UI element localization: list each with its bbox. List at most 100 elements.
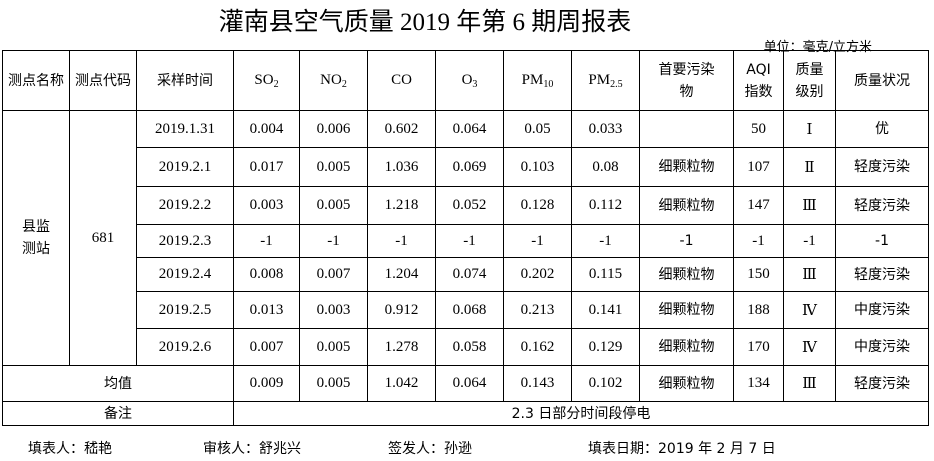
cell-aqi: 107 [733, 147, 784, 187]
cell-aqi: -1 [733, 224, 784, 258]
cell-level: Ⅰ [783, 110, 836, 148]
header-pm10: PM10 [503, 50, 572, 111]
cell-so2: 0.013 [233, 291, 300, 329]
cell-o3: 0.052 [435, 186, 504, 225]
cell-status: 轻度污染 [835, 147, 929, 187]
cell-no2: -1 [299, 224, 368, 258]
cell-pm10: 0.05 [503, 110, 572, 148]
remark-label: 备注 [2, 401, 234, 426]
sample-time: 2019.1.31 [136, 110, 234, 148]
cell-status: 轻度污染 [835, 257, 929, 292]
cell-co: 1.036 [367, 147, 436, 187]
cell-aqi: 170 [733, 328, 784, 366]
cell-o3: 0.058 [435, 328, 504, 366]
cell-no2: 0.006 [299, 110, 368, 148]
cell-primary: 细颗粒物 [639, 328, 734, 366]
cell-status: 中度污染 [835, 328, 929, 366]
table-row: 2019.2.4 0.008 0.007 1.204 0.074 0.202 0.115 细颗… [3, 257, 929, 292]
cell-so2: -1 [233, 224, 300, 258]
cell-no2: 0.005 [299, 186, 368, 225]
cell-co: 0.602 [367, 110, 436, 148]
remark-row: 备注 2.3 日部分时间段停电 [2, 401, 929, 426]
cell-no2: 0.005 [299, 328, 368, 366]
table-row: 县监测站 681 2019.1.31 0.004 0.006 0.602 0.064 0.05… [2, 110, 929, 366]
average-pm10: 0.143 [503, 365, 572, 402]
cell-pm10: -1 [503, 224, 572, 258]
cell-pm25: 0.141 [571, 291, 640, 329]
cell-pm25: -1 [571, 224, 640, 258]
header-row: 测点名称 测点代码 采样时间 SO2 NO2 CO O3 PM10 PM2.5 … [2, 50, 929, 111]
cell-level: Ⅲ [783, 186, 836, 225]
cell-aqi: 150 [733, 257, 784, 292]
remark-text: 2.3 日部分时间段停电 [233, 401, 929, 426]
header-so2: SO2 [233, 50, 300, 111]
cell-o3: 0.069 [435, 147, 504, 187]
cell-primary: -1 [639, 224, 734, 258]
cell-status: 轻度污染 [835, 186, 929, 225]
average-o3: 0.064 [435, 365, 504, 402]
cell-co: 1.218 [367, 186, 436, 225]
average-status: 轻度污染 [835, 365, 929, 402]
cell-co: 1.278 [367, 328, 436, 366]
cell-primary [639, 110, 734, 148]
header-aqi: AQI指数 [733, 50, 784, 111]
cell-o3: -1 [435, 224, 504, 258]
cell-level: Ⅳ [783, 328, 836, 366]
cell-so2: 0.003 [233, 186, 300, 225]
cell-level: Ⅱ [783, 147, 836, 187]
header-primary-pollutant: 首要污染物 [639, 50, 734, 111]
sample-time: 2019.2.6 [136, 328, 234, 366]
header-o3: O3 [435, 50, 504, 111]
cell-o3: 0.068 [435, 291, 504, 329]
filler: 填表人：嵇艳 [28, 441, 112, 457]
cell-o3: 0.064 [435, 110, 504, 148]
cell-so2: 0.004 [233, 110, 300, 148]
cell-aqi: 188 [733, 291, 784, 329]
sample-time: 2019.2.1 [136, 147, 234, 187]
average-so2: 0.009 [233, 365, 300, 402]
header-time: 采样时间 [136, 50, 234, 111]
cell-primary: 细颗粒物 [639, 291, 734, 329]
header-pm25: PM2.5 [571, 50, 640, 111]
table-row: 2019.2.1 0.017 0.005 1.036 0.069 0.103 0.08 细颗粒… [3, 147, 929, 187]
sample-time: 2019.2.5 [136, 291, 234, 329]
header-station-name: 测点名称 [2, 50, 70, 111]
average-row: 均值 0.009 0.005 1.042 0.064 0.143 0.102 细颗粒物 134 Ⅲ… [2, 365, 929, 402]
table-row: 2019.2.2 0.003 0.005 1.218 0.052 0.128 0.112 细颗… [3, 186, 929, 225]
station-code: 681 [69, 110, 137, 366]
average-level: Ⅲ [783, 365, 836, 402]
header-station-code: 测点代码 [69, 50, 137, 111]
cell-o3: 0.074 [435, 257, 504, 292]
cell-primary: 细颗粒物 [639, 147, 734, 187]
cell-co: 1.204 [367, 257, 436, 292]
cell-so2: 0.007 [233, 328, 300, 366]
sample-time: 2019.2.4 [136, 257, 234, 292]
cell-no2: 0.007 [299, 257, 368, 292]
cell-status: -1 [835, 224, 929, 258]
cell-pm10: 0.162 [503, 328, 572, 366]
average-aqi: 134 [733, 365, 784, 402]
header-co: CO [367, 50, 436, 111]
cell-pm25: 0.033 [571, 110, 640, 148]
cell-no2: 0.005 [299, 147, 368, 187]
cell-pm25: 0.115 [571, 257, 640, 292]
fill-date: 填表日期：2019 年 2 月 7 日 [588, 441, 776, 457]
cell-primary: 细颗粒物 [639, 186, 734, 225]
cell-aqi: 147 [733, 186, 784, 225]
cell-pm25: 0.112 [571, 186, 640, 225]
header-no2: NO2 [299, 50, 368, 111]
cell-pm10: 0.202 [503, 257, 572, 292]
cell-pm10: 0.213 [503, 291, 572, 329]
average-label: 均值 [2, 365, 234, 402]
cell-pm10: 0.103 [503, 147, 572, 187]
cell-level: -1 [783, 224, 836, 258]
header-status: 质量状况 [835, 50, 929, 111]
average-primary: 细颗粒物 [639, 365, 734, 402]
sample-time: 2019.2.2 [136, 186, 234, 225]
table-row: 2019.2.6 0.007 0.005 1.278 0.058 0.162 0.129 细颗… [3, 328, 929, 366]
cell-primary: 细颗粒物 [639, 257, 734, 292]
average-co: 1.042 [367, 365, 436, 402]
cell-level: Ⅲ [783, 257, 836, 292]
cell-co: 0.912 [367, 291, 436, 329]
air-quality-table: 测点名称 测点代码 采样时间 SO2 NO2 CO O3 PM10 PM2.5 … [2, 50, 929, 426]
